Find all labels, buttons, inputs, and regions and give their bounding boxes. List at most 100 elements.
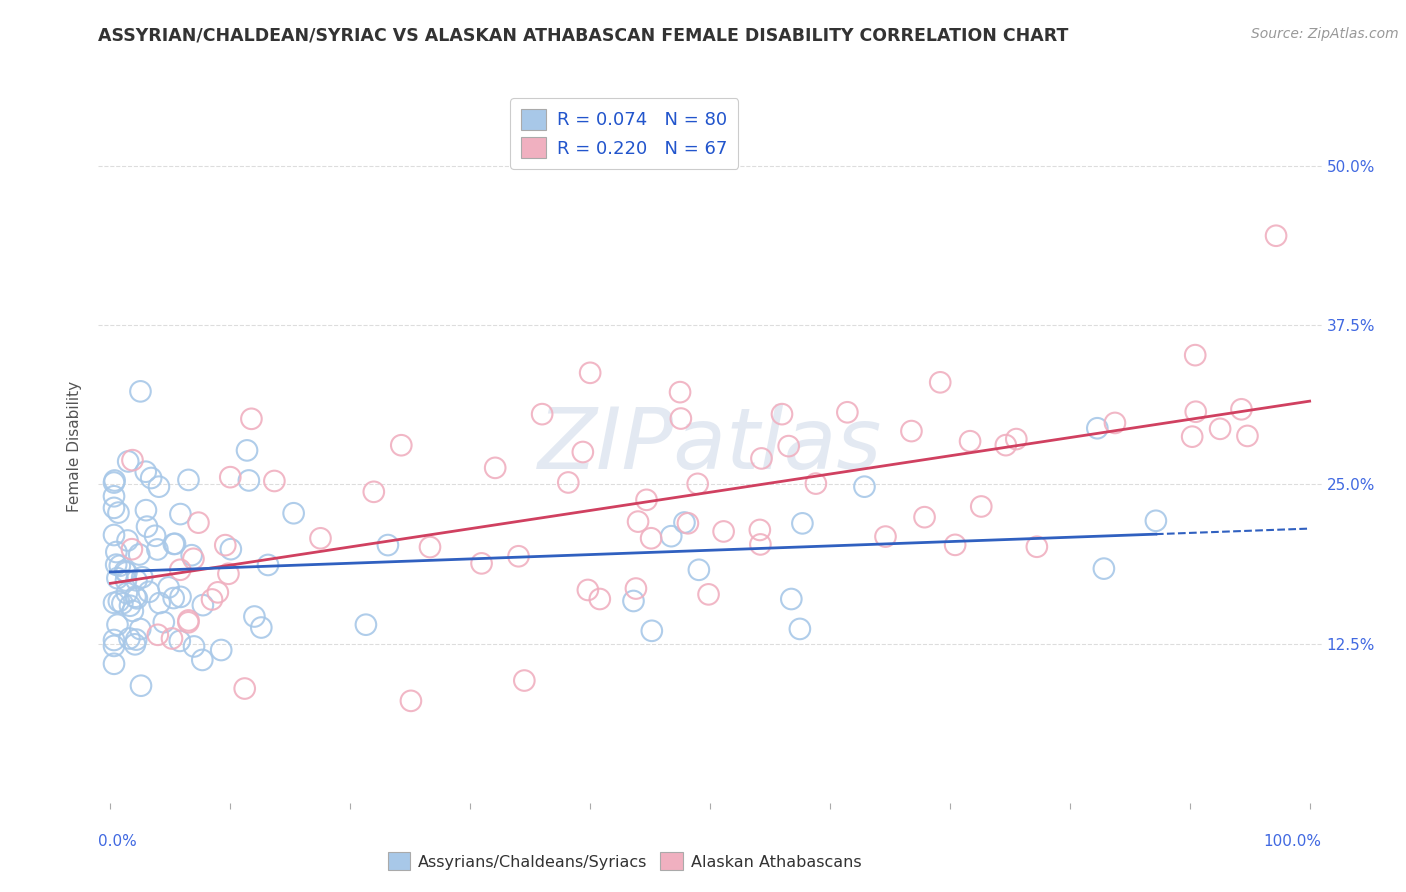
Point [103, 528, 125, 542]
Point [994, 438, 1017, 452]
Point [115, 574, 138, 588]
Point [531, 407, 554, 421]
Point [875, 530, 897, 544]
Text: Source: ZipAtlas.com: Source: ZipAtlas.com [1251, 27, 1399, 41]
Point [217, 566, 239, 581]
Point [121, 453, 143, 467]
Point [105, 571, 128, 585]
Point [138, 585, 160, 599]
Point [103, 475, 125, 490]
Point [389, 438, 412, 452]
Point [219, 470, 242, 484]
Point [713, 524, 735, 539]
Point [177, 615, 200, 630]
Point [219, 542, 242, 557]
Point [1181, 430, 1204, 444]
Point [1092, 561, 1115, 575]
Point [136, 519, 159, 533]
Point [804, 476, 827, 491]
Point [207, 585, 229, 599]
Point [399, 694, 422, 708]
Point [513, 673, 536, 688]
Point [929, 376, 952, 390]
Point [121, 542, 143, 557]
Point [257, 558, 280, 572]
Point [129, 622, 152, 636]
Point [943, 538, 966, 552]
Point [148, 480, 170, 494]
Point [108, 594, 131, 608]
Point [128, 548, 150, 562]
Y-axis label: Female Disability: Female Disability [67, 380, 83, 512]
Point [1025, 540, 1047, 554]
Point [125, 574, 148, 588]
Text: ZIPatlas: ZIPatlas [538, 404, 882, 488]
Point [115, 566, 138, 580]
Point [1184, 405, 1206, 419]
Legend: Assyrians/Chaldeans/Syriacs, Alaskan Athabascans: Assyrians/Chaldeans/Syriacs, Alaskan Ath… [381, 846, 868, 877]
Point [853, 480, 876, 494]
Point [103, 639, 125, 653]
Point [124, 637, 146, 651]
Point [183, 551, 205, 566]
Point [659, 529, 682, 543]
Point [640, 531, 662, 545]
Point [780, 592, 803, 607]
Point [471, 557, 494, 571]
Point [1144, 514, 1167, 528]
Point [105, 545, 128, 559]
Point [914, 510, 936, 524]
Point [124, 590, 146, 604]
Point [751, 451, 773, 466]
Point [191, 598, 214, 612]
Point [238, 474, 260, 488]
Point [135, 465, 157, 479]
Point [163, 591, 186, 605]
Point [1005, 432, 1028, 446]
Point [180, 548, 202, 562]
Point [191, 653, 214, 667]
Point [354, 617, 377, 632]
Point [146, 628, 169, 642]
Point [146, 542, 169, 557]
Point [749, 537, 772, 551]
Point [623, 594, 645, 608]
Point [236, 443, 259, 458]
Point [557, 475, 579, 490]
Point [163, 537, 186, 551]
Point [104, 474, 127, 488]
Point [572, 445, 595, 459]
Point [209, 643, 232, 657]
Point [686, 476, 709, 491]
Point [309, 531, 332, 545]
Point [641, 624, 664, 638]
Point [129, 679, 152, 693]
Text: 100.0%: 100.0% [1264, 834, 1322, 849]
Point [837, 405, 859, 419]
Point [135, 503, 157, 517]
Point [125, 591, 148, 606]
Point [143, 529, 166, 543]
Point [107, 506, 129, 520]
Point [1085, 421, 1108, 435]
Point [748, 523, 770, 537]
Point [673, 516, 696, 530]
Point [900, 424, 922, 438]
Point [636, 492, 658, 507]
Text: ASSYRIAN/CHALDEAN/SYRIAC VS ALASKAN ATHABASCAN FEMALE DISABILITY CORRELATION CHA: ASSYRIAN/CHALDEAN/SYRIAC VS ALASKAN ATHA… [98, 27, 1069, 45]
Point [103, 657, 125, 671]
Point [377, 538, 399, 552]
Point [669, 411, 692, 425]
Text: 0.0%: 0.0% [98, 834, 138, 849]
Point [125, 632, 148, 647]
Point [959, 434, 981, 449]
Point [169, 563, 191, 577]
Point [1230, 402, 1253, 417]
Point [177, 473, 200, 487]
Point [169, 507, 191, 521]
Point [105, 558, 128, 572]
Point [363, 484, 385, 499]
Point [1184, 348, 1206, 362]
Point [169, 634, 191, 648]
Point [177, 614, 200, 628]
